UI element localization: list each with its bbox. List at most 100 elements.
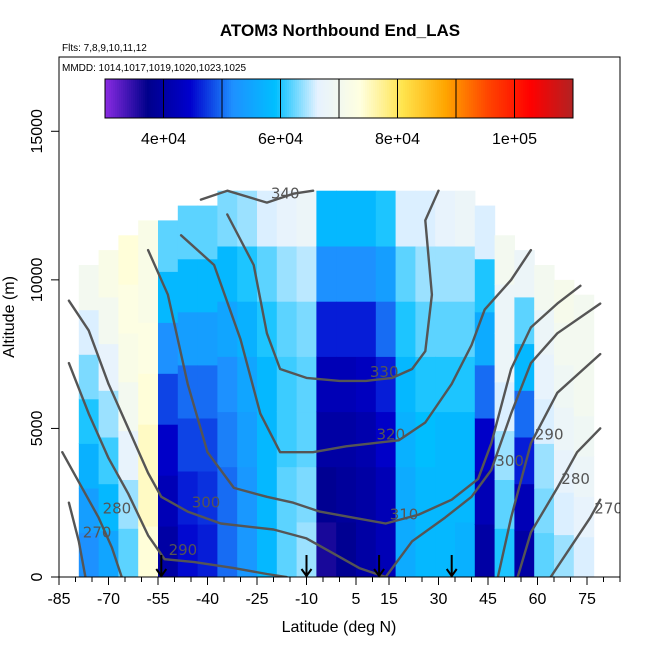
colorbar-segment [407,79,410,118]
field-cell [217,521,238,577]
colorbar-segment [181,79,184,118]
colorbar-segment [207,79,210,118]
colorbar-segment [521,79,524,118]
field-cell [455,190,476,247]
colorbar-segment [235,79,238,118]
colorbar-tick-label: 8e+04 [375,131,420,148]
colorbar-segment [121,79,124,118]
colorbar-segment [479,79,482,118]
colorbar-segment [115,79,118,118]
colorbar-segment [393,79,396,118]
colorbar-segment [133,79,136,118]
colorbar-segment [489,79,492,118]
colorbar-segment [561,79,564,118]
colorbar-segment [201,79,204,118]
field-cell [316,301,337,357]
colorbar-segment [565,79,568,118]
contour-label: 330 [370,363,399,381]
colorbar-segment [273,79,276,118]
colorbar-segment [485,79,488,118]
colorbar-segment [179,79,182,118]
field-cell [118,528,139,577]
colorbar-segment [169,79,172,118]
colorbar-segment [175,79,178,118]
colorbar-segment [165,79,168,118]
colorbar-segment [239,79,242,118]
colorbar-segment [255,79,258,118]
colorbar-segment [135,79,138,118]
field-cell [138,424,159,476]
colorbar-segment [473,79,476,118]
colorbar-segment [117,79,120,118]
field-cell [217,301,238,357]
colorbar-segment [383,79,386,118]
field-cell [296,466,317,523]
colorbar-segment [515,79,518,118]
field-cell [336,190,357,247]
flight-arrow [300,555,313,578]
colorbar-segment [327,79,330,118]
field-cell [158,322,179,374]
contour-line-270 [549,498,602,577]
colorbar-segment [531,79,534,118]
colorbar-segment [313,79,316,118]
colorbar-segment [411,79,414,118]
colorbar-segment [535,79,538,118]
field-cell [217,411,238,468]
colorbar-segment [185,79,188,118]
field-cell [534,532,555,577]
colorbar-segment [559,79,562,118]
x-tick-label: -40 [196,591,219,608]
colorbar-frame [104,78,574,119]
field-cell [554,449,575,493]
colorbar-segment [555,79,558,118]
colorbar-segment [253,79,256,118]
colorbar-segment [143,79,146,118]
field-cell [395,245,416,302]
colorbar-segment [529,79,532,118]
field-cell [474,364,496,419]
colorbar-segment [425,79,428,118]
field-cell [375,356,397,413]
colorbar-segment [463,79,466,118]
field-cell [336,521,357,577]
colorbar-segment [231,79,234,118]
colorbar-segment [223,79,226,118]
field-cell [177,258,199,313]
x-tick-label: -70 [97,591,120,608]
colorbar-segment [301,79,304,118]
field-cell [197,205,218,260]
colorbar-segment [385,79,388,118]
field-cell [395,411,416,468]
field-cell [197,311,218,366]
colorbar-segment [193,79,196,118]
colorbar-segment [215,79,218,118]
colorbar-segment [259,79,262,118]
field-cell [296,190,317,247]
colorbar-segment [251,79,254,118]
field-cell [336,356,357,413]
field-cell [237,245,258,302]
field-cell [534,265,555,311]
colorbar-segment [423,79,426,118]
colorbar-segment [109,79,112,118]
contour-line-310 [146,248,582,525]
colorbar-segment [487,79,490,118]
colorbar-segment [445,79,448,118]
colorbar-segment [447,79,450,118]
colorbar-segment [217,79,220,118]
x-tick-label: 30 [430,591,448,608]
colorbar-segment [337,79,340,118]
field-cell [217,466,238,523]
field-cell [534,354,555,400]
contour-label: 290 [535,425,564,443]
colorbar-segment [295,79,298,118]
field-cell [316,466,337,523]
colorbar-segment [319,79,322,118]
contour-line-290 [67,361,288,577]
colorbar-segment [389,79,392,118]
colorbar-segment [363,79,366,118]
field-cell [177,205,199,260]
colorbar-segment [357,79,360,118]
field-cell [276,245,298,302]
